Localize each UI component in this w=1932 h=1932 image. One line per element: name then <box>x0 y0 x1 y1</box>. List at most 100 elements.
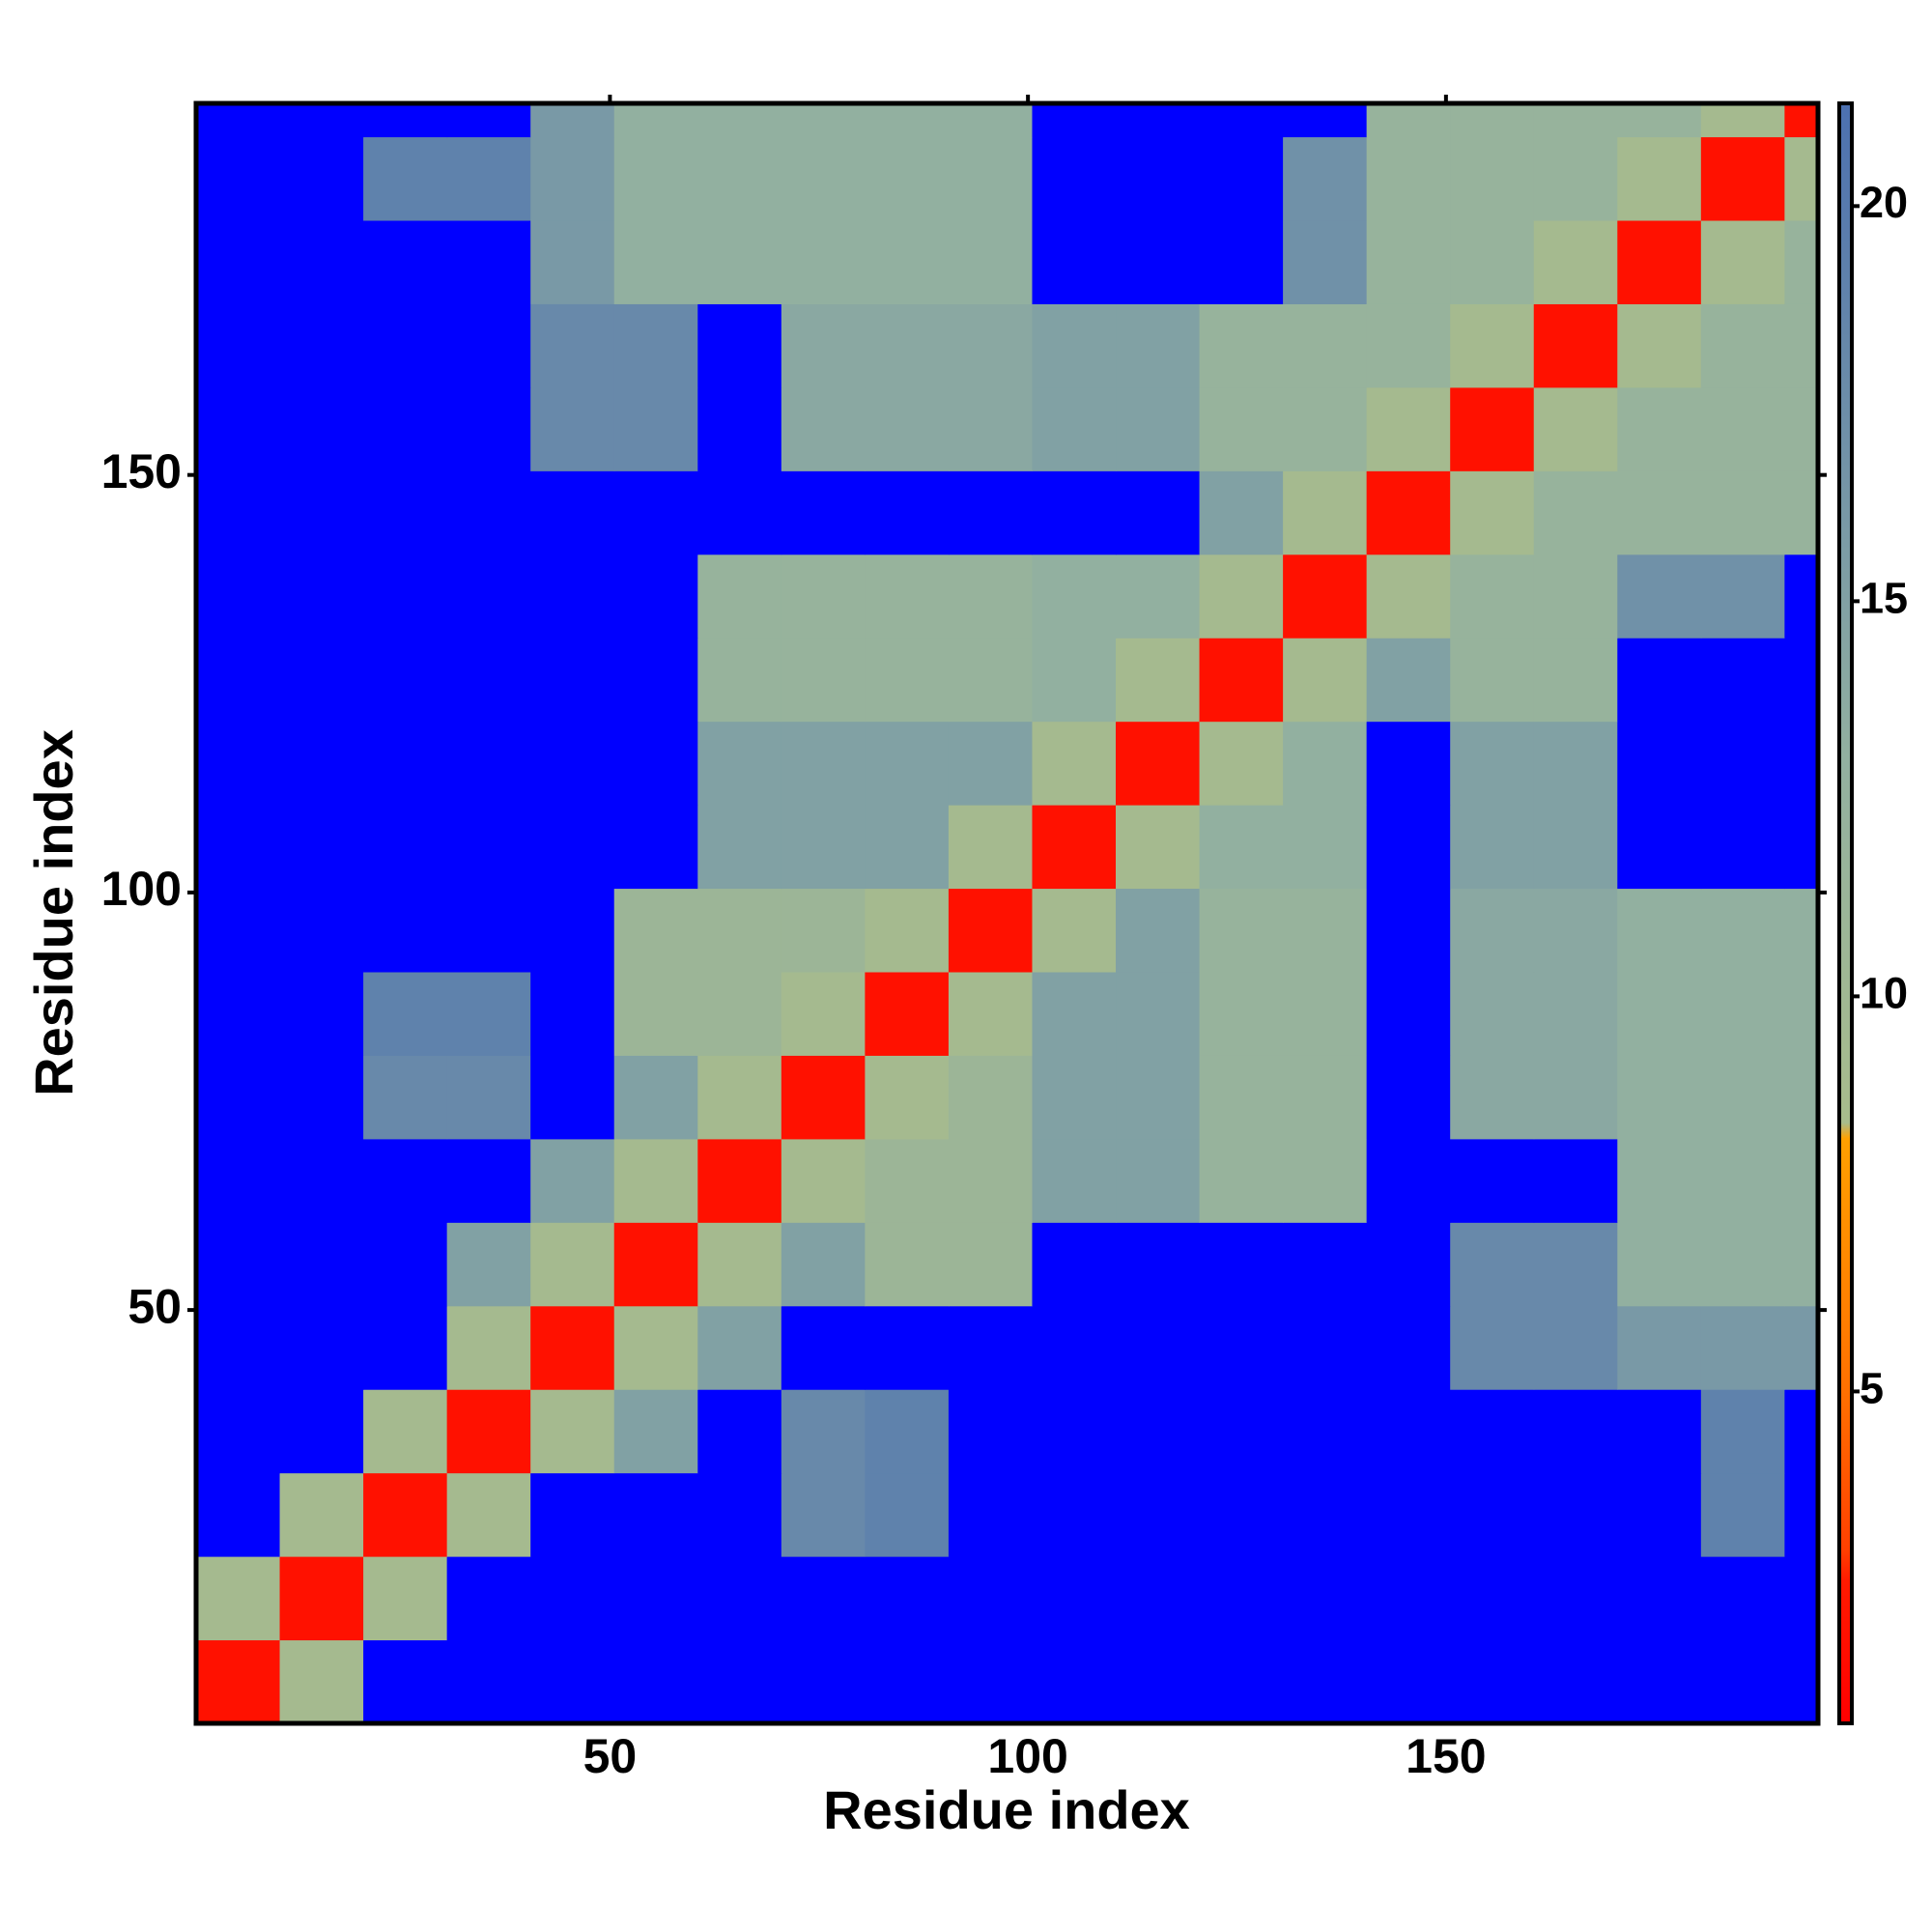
heatmap-cell <box>697 1639 782 1724</box>
heatmap-cell <box>613 638 698 723</box>
heatmap-cell <box>1366 1556 1451 1641</box>
heatmap-cell <box>781 805 866 890</box>
heatmap-cell <box>1450 554 1535 639</box>
colorbar-tick-label: 10 <box>1860 968 1908 1017</box>
heatmap-cell <box>1450 303 1535 388</box>
heatmap-cell <box>1032 805 1117 890</box>
heatmap-cell <box>1283 1639 1368 1724</box>
heatmap-cell <box>1450 638 1535 723</box>
heatmap-cell <box>196 1389 281 1474</box>
heatmap-cell <box>196 1556 281 1641</box>
heatmap-cell <box>1032 386 1117 471</box>
heatmap-cell <box>865 303 950 388</box>
heatmap-cell <box>948 638 1033 723</box>
heatmap-cell <box>446 1389 531 1474</box>
heatmap-cell <box>1032 1472 1117 1557</box>
heatmap-cell <box>1533 386 1618 471</box>
heatmap-cell <box>363 638 448 723</box>
heatmap-cell <box>1450 1389 1535 1474</box>
heatmap-cell <box>613 972 698 1056</box>
heatmap-cell <box>865 554 950 639</box>
heatmap-cell <box>613 103 698 138</box>
heatmap-cell <box>697 1472 782 1557</box>
heatmap-cell <box>1617 972 1702 1056</box>
heatmap-cell <box>1199 1138 1284 1223</box>
heatmap-cell <box>1366 136 1451 221</box>
heatmap-cell <box>865 220 950 304</box>
heatmap-cell <box>697 1305 782 1390</box>
heatmap-cell <box>865 721 950 806</box>
heatmap-cell <box>446 1055 531 1140</box>
heatmap-cell <box>363 554 448 639</box>
heatmap-cell <box>1450 470 1535 555</box>
heatmap-cell <box>781 721 866 806</box>
heatmap-cell <box>1032 1055 1117 1140</box>
heatmap-cell <box>196 470 281 555</box>
heatmap-cell <box>1366 1389 1451 1474</box>
heatmap-cell <box>865 972 950 1056</box>
heatmap-cell <box>446 554 531 639</box>
heatmap-cell <box>613 721 698 806</box>
heatmap-cell <box>1116 1556 1201 1641</box>
heatmap-cell <box>1366 1305 1451 1390</box>
heatmap-cell <box>613 888 698 973</box>
heatmap-cell <box>1032 1138 1117 1223</box>
heatmap-cell <box>363 1389 448 1474</box>
heatmap-cell <box>697 1389 782 1474</box>
heatmap-cell <box>948 721 1033 806</box>
heatmap-cell <box>1533 220 1618 304</box>
heatmap-cell <box>865 136 950 221</box>
heatmap-cell <box>1283 805 1368 890</box>
heatmap-cell <box>1700 1222 1785 1307</box>
heatmap-cell <box>1116 638 1201 723</box>
heatmap-cell <box>196 972 281 1056</box>
heatmap-cell <box>613 1472 698 1557</box>
heatmap-cell <box>1283 1222 1368 1307</box>
heatmap-cell <box>1199 1556 1284 1641</box>
heatmap-cell <box>1116 1472 1201 1557</box>
heatmap-cell <box>1617 136 1702 221</box>
heatmap-cell <box>697 638 782 723</box>
heatmap-cell <box>1533 1055 1618 1140</box>
heatmap-cell <box>1199 805 1284 890</box>
heatmap-cell <box>1283 136 1368 221</box>
heatmap-cell <box>279 1305 364 1390</box>
heatmap-cell <box>781 638 866 723</box>
heatmap-cell <box>1533 1138 1618 1223</box>
heatmap-cell <box>1617 721 1702 806</box>
heatmap-cell <box>1700 805 1785 890</box>
heatmap-cell <box>1283 1305 1368 1390</box>
heatmap-cell <box>697 1222 782 1307</box>
heatmap-cell <box>530 136 615 221</box>
heatmap-cell <box>1199 638 1284 723</box>
heatmap-cell <box>697 136 782 221</box>
heatmap-cell <box>613 1305 698 1390</box>
heatmap-cell <box>363 888 448 973</box>
heatmap-cell <box>781 220 866 304</box>
heatmap-cell <box>196 1055 281 1140</box>
heatmap-cell <box>530 638 615 723</box>
heatmap-cell <box>1784 1138 1819 1223</box>
y-tick-label: 100 <box>101 862 182 916</box>
heatmap-cell <box>1283 1472 1368 1557</box>
heatmap-cell <box>948 1055 1033 1140</box>
heatmap-cell <box>446 136 531 221</box>
heatmap-cell <box>446 1639 531 1724</box>
heatmap-cell <box>697 103 782 138</box>
heatmap-cell <box>1199 888 1284 973</box>
heatmap-cell <box>865 638 950 723</box>
heatmap-cell <box>1032 1222 1117 1307</box>
heatmap-cell <box>279 972 364 1056</box>
heatmap-cell <box>1617 888 1702 973</box>
heatmap-cell <box>279 888 364 973</box>
heatmap-cell <box>530 805 615 890</box>
heatmap-cell <box>1283 103 1368 138</box>
heatmap-cell <box>1283 1138 1368 1223</box>
heatmap-cell <box>279 1472 364 1557</box>
heatmap-cell <box>1533 1305 1618 1390</box>
heatmap-cell <box>446 220 531 304</box>
heatmap-cell <box>1617 1389 1702 1474</box>
heatmap-cell <box>948 1639 1033 1724</box>
heatmap-cell <box>613 386 698 471</box>
heatmap-cell <box>1533 303 1618 388</box>
